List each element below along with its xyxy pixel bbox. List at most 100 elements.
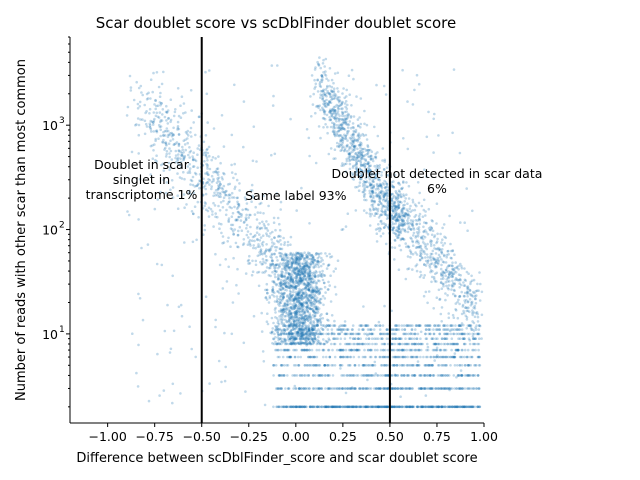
data-point xyxy=(471,374,475,377)
data-point xyxy=(333,324,337,327)
data-point xyxy=(297,271,301,274)
data-point xyxy=(305,262,308,265)
data-point xyxy=(302,322,305,325)
data-point xyxy=(319,301,323,305)
data-point xyxy=(393,405,396,409)
data-point xyxy=(432,328,435,331)
data-point xyxy=(415,240,418,244)
data-point xyxy=(291,261,294,264)
data-point xyxy=(312,324,315,327)
data-point xyxy=(423,263,426,266)
data-point xyxy=(294,267,297,271)
data-point xyxy=(283,241,287,244)
data-point xyxy=(282,293,286,296)
data-point xyxy=(297,291,300,295)
data-point xyxy=(295,335,298,338)
data-point xyxy=(327,337,331,341)
data-point xyxy=(327,405,330,409)
data-point xyxy=(457,298,460,302)
data-point xyxy=(425,221,428,225)
data-point xyxy=(414,213,418,217)
data-point xyxy=(288,324,292,327)
data-point xyxy=(326,264,330,268)
data-point xyxy=(293,348,297,352)
data-point xyxy=(307,319,310,322)
data-point xyxy=(336,259,340,263)
data-point xyxy=(480,290,484,294)
data-point xyxy=(343,374,346,377)
data-point xyxy=(377,192,380,196)
data-point xyxy=(292,266,296,270)
data-point xyxy=(390,387,394,390)
data-point xyxy=(346,103,349,107)
data-point xyxy=(315,329,319,333)
data-point xyxy=(312,333,315,337)
data-point xyxy=(297,405,301,409)
data-point xyxy=(169,149,173,153)
data-point xyxy=(281,275,284,279)
data-point xyxy=(434,247,438,251)
data-point xyxy=(292,325,295,328)
data-point xyxy=(298,387,301,390)
data-point xyxy=(298,267,301,270)
data-point xyxy=(317,307,321,310)
data-point xyxy=(338,328,342,331)
data-point xyxy=(393,374,397,377)
data-point xyxy=(289,323,292,327)
data-point xyxy=(274,316,277,319)
data-point xyxy=(279,281,283,284)
data-point xyxy=(365,337,368,341)
data-point xyxy=(311,260,315,263)
data-point xyxy=(381,337,384,341)
data-point xyxy=(295,310,299,313)
data-point xyxy=(396,387,399,390)
data-point xyxy=(329,125,333,129)
data-point xyxy=(354,130,358,134)
data-point xyxy=(321,259,324,262)
data-point xyxy=(363,184,367,187)
data-point xyxy=(293,286,297,290)
data-point xyxy=(341,348,345,352)
data-point xyxy=(311,288,315,292)
data-point xyxy=(282,261,285,265)
data-point xyxy=(333,123,336,126)
data-point xyxy=(166,135,170,139)
data-point xyxy=(352,129,356,133)
data-point xyxy=(279,317,282,321)
data-point xyxy=(333,133,337,137)
data-point xyxy=(404,405,408,409)
data-point xyxy=(369,194,372,198)
data-point xyxy=(294,310,297,314)
data-point xyxy=(300,294,304,298)
data-point xyxy=(401,364,405,367)
data-point xyxy=(287,332,291,336)
data-point xyxy=(316,299,319,303)
data-point xyxy=(224,213,228,217)
data-point xyxy=(329,324,332,327)
data-point xyxy=(295,256,299,259)
data-point xyxy=(296,292,300,296)
data-point xyxy=(455,348,459,352)
data-point xyxy=(340,107,343,111)
data-point xyxy=(310,326,314,329)
data-point xyxy=(316,323,319,327)
data-point xyxy=(279,295,282,299)
data-point xyxy=(276,330,280,334)
data-point xyxy=(397,387,400,390)
data-point xyxy=(304,254,308,257)
data-point xyxy=(366,152,370,155)
data-point xyxy=(303,321,307,324)
data-point xyxy=(381,204,385,207)
data-point xyxy=(477,355,480,359)
data-point xyxy=(323,93,327,97)
data-point xyxy=(442,405,445,409)
data-point xyxy=(287,272,291,276)
data-point xyxy=(469,405,473,409)
data-point xyxy=(294,374,297,377)
data-point xyxy=(308,339,311,342)
data-point xyxy=(289,277,293,280)
data-point xyxy=(295,314,299,317)
data-point xyxy=(308,269,312,273)
data-point xyxy=(304,326,307,330)
data-point xyxy=(307,315,311,319)
